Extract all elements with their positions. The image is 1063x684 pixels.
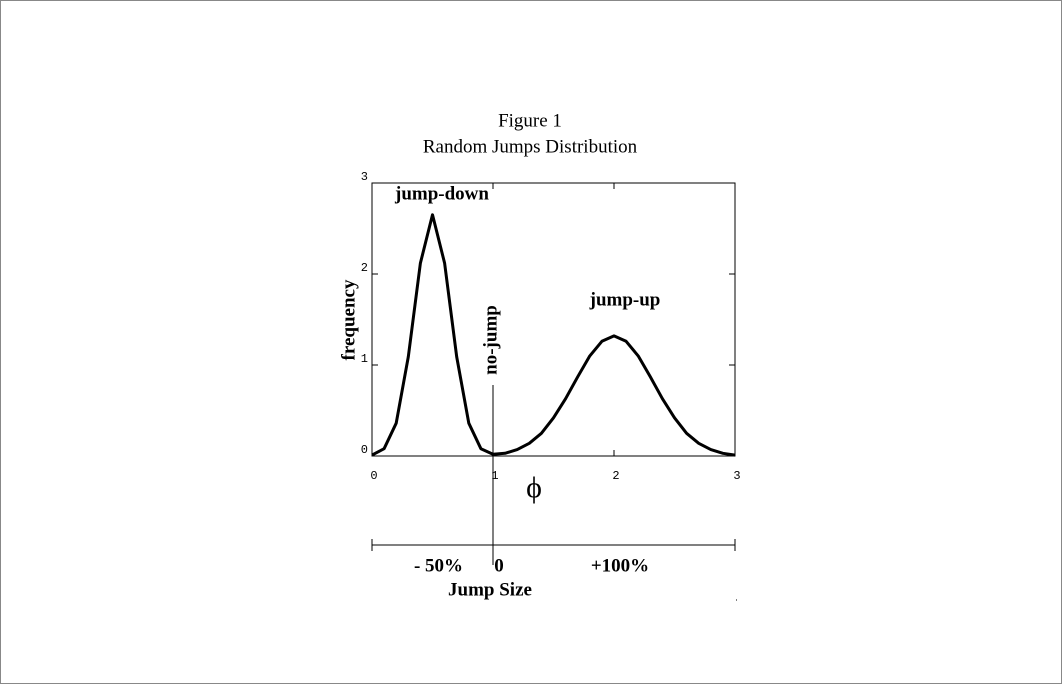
jump-axis-label: Jump Size bbox=[448, 579, 532, 600]
y-tick-label: 3 bbox=[361, 170, 368, 184]
annotation: jump-down bbox=[394, 183, 489, 204]
annotation: jump-up bbox=[589, 289, 661, 310]
jump-tick-label: 0 bbox=[494, 555, 504, 576]
y-axis-label: frequency bbox=[338, 279, 359, 360]
x-tick-label: 0 bbox=[370, 469, 377, 483]
y-tick-label: 1 bbox=[361, 352, 368, 366]
jump-tick-label: - 50% bbox=[414, 555, 463, 576]
chart-subtitle: Random Jumps Distribution bbox=[423, 136, 638, 157]
annotation: no-jump bbox=[480, 305, 501, 375]
y-tick-label: 2 bbox=[361, 261, 368, 275]
x-tick-label: 2 bbox=[612, 469, 619, 483]
plot-frame bbox=[371, 182, 736, 457]
chart-title: Figure 1 bbox=[498, 110, 562, 131]
jump-tick-label: +100% bbox=[591, 555, 649, 576]
x-axis-label: ϕ bbox=[526, 471, 542, 504]
y-tick-label: 0 bbox=[361, 443, 368, 457]
x-tick-label: 1 bbox=[491, 469, 498, 483]
line bbox=[371, 213, 736, 457]
x-tick-label: 3 bbox=[733, 469, 740, 483]
